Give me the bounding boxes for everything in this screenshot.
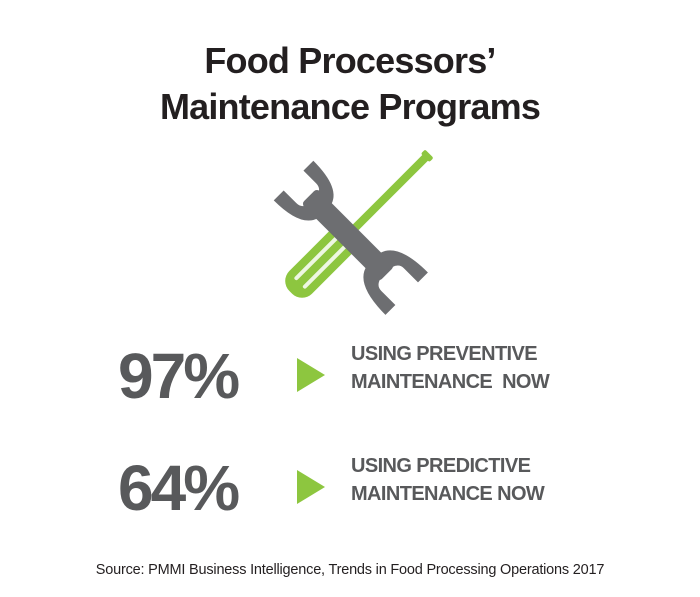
stat-label-line-1: USING PREVENTIVE [351, 343, 538, 365]
stat-value: 64% [118, 452, 240, 524]
wrench-icon [273, 160, 428, 315]
wrench-screwdriver-icon [273, 150, 433, 315]
source-citation: Source: PMMI Business Intelligence, Tren… [95, 562, 605, 578]
title-line-2: Maintenance Programs [159, 86, 541, 127]
page-title: Food Processors’ Maintenance Programs [0, 38, 700, 130]
triangle-arrow-icon [297, 358, 325, 392]
stat-preventive: 97% USING PREVENTIVE MAINTENANCE NOW [0, 336, 700, 416]
triangle-arrow-icon [297, 470, 325, 504]
stat-label-line-2: MAINTENANCE NOW [351, 371, 550, 393]
stat-predictive: 64% USING PREDICTIVE MAINTENANCE NOW [0, 448, 700, 528]
stat-label: USING PREDICTIVE MAINTENANCE NOW [351, 452, 671, 508]
stat-label-line-2: MAINTENANCE NOW [351, 483, 545, 505]
stat-label-line-1: USING PREDICTIVE [351, 455, 531, 477]
stat-value: 97% [118, 340, 240, 412]
stat-label: USING PREVENTIVE MAINTENANCE NOW [351, 340, 671, 396]
title-line-1: Food Processors’ [204, 40, 496, 81]
screwdriver-icon [285, 150, 433, 298]
